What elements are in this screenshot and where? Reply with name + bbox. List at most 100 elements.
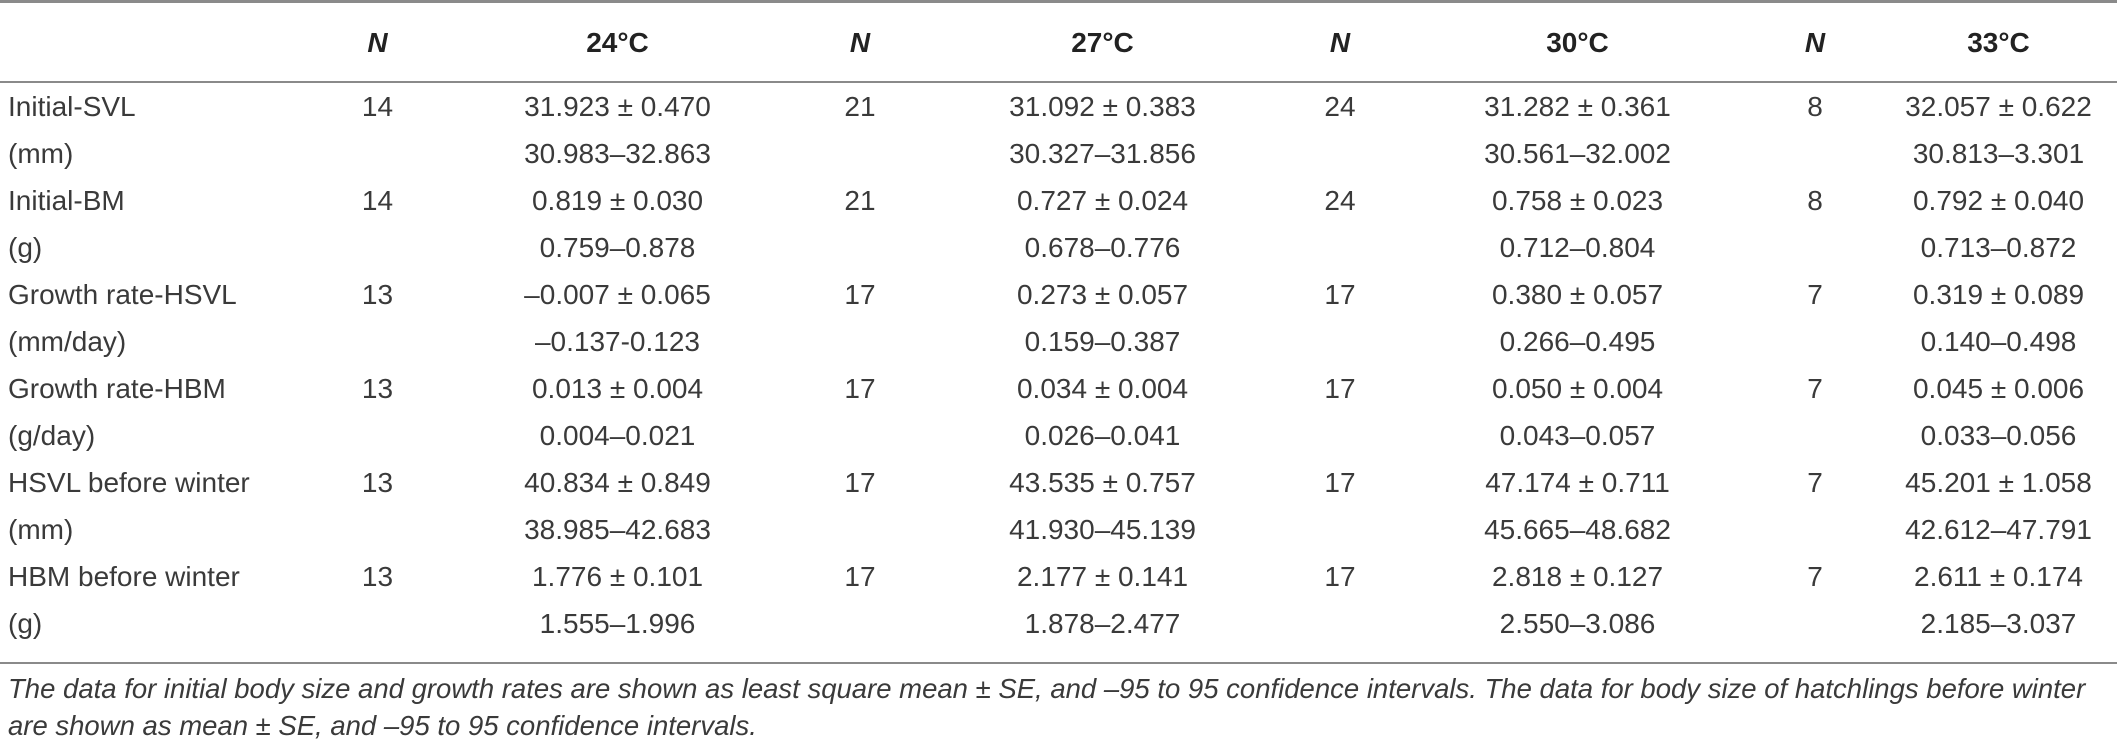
cell-n-24c (310, 130, 445, 177)
table-row: Initial-SVL 14 31.923 ± 0.470 21 31.092 ± 0.… (0, 83, 2117, 130)
cell-n-27c (790, 224, 930, 271)
cell-value-27c: 0.273 ± 0.057 (1016, 278, 1189, 310)
cell-value-30c: 0.043–0.057 (1499, 419, 1656, 451)
results-table: N 24°C N 27°C N 30°C N 33°C Initial-SVL 1… (0, 0, 2117, 647)
table-header-row: N 24°C N 27°C N 30°C N 33°C (0, 0, 2117, 83)
cell-row-label: Growth rate-HBM (8, 372, 226, 404)
cell-n-24c (310, 224, 445, 271)
cell-n-24c: 13 (361, 466, 394, 498)
cell-n-30c (1275, 600, 1405, 647)
cell-value-24c: 0.004–0.021 (539, 419, 696, 451)
cell-n-27c (790, 506, 930, 553)
cell-row-label: Initial-BM (8, 184, 125, 216)
cell-value-27c: 1.878–2.477 (1024, 607, 1181, 639)
cell-n-30c: 17 (1324, 560, 1356, 592)
cell-value-30c: 0.758 ± 0.023 (1491, 184, 1664, 216)
table-body: Initial-SVL 14 31.923 ± 0.470 21 31.092 ± 0.… (0, 83, 2117, 647)
cell-n-27c: 17 (844, 372, 876, 404)
cell-row-label: (mm) (8, 513, 74, 545)
cell-value-24c: 0.819 ± 0.030 (531, 184, 704, 216)
cell-value-33c: 0.713–0.872 (1920, 231, 2077, 263)
cell-value-30c: 0.712–0.804 (1499, 231, 1656, 263)
cell-n-30c (1275, 318, 1405, 365)
header-cell-label (0, 0, 310, 83)
cell-value-24c: 1.776 ± 0.101 (531, 560, 704, 592)
cell-n-30c: 17 (1324, 278, 1356, 310)
cell-n-33c: 8 (1807, 184, 1823, 216)
cell-n-24c (310, 506, 445, 553)
header-cell-n-24: N (367, 26, 388, 58)
cell-n-24c: 13 (361, 278, 394, 310)
cell-n-27c: 21 (844, 90, 876, 122)
cell-row-label: (g) (8, 607, 43, 639)
cell-value-24c: –0.137-0.123 (534, 325, 701, 357)
cell-value-33c: 0.792 ± 0.040 (1912, 184, 2085, 216)
cell-n-30c (1275, 506, 1405, 553)
cell-row-label: HBM before winter (8, 560, 240, 592)
cell-value-27c: 30.327–31.856 (1009, 137, 1196, 169)
table-bottom-rule (0, 662, 2117, 664)
header-cell-n-27: N (849, 26, 871, 58)
header-cell-24c: 24°C (586, 26, 649, 58)
cell-value-24c: 30.983–32.863 (524, 137, 711, 169)
cell-n-30c: 24 (1324, 184, 1356, 216)
cell-value-33c: 2.611 ± 0.174 (1914, 560, 2083, 592)
cell-n-27c: 17 (844, 278, 876, 310)
cell-value-33c: 32.057 ± 0.622 (1905, 90, 2092, 122)
cell-value-30c: 2.818 ± 0.127 (1491, 560, 1664, 592)
table-row: Initial-BM 14 0.819 ± 0.030 21 0.727 ± 0.024… (0, 177, 2117, 224)
cell-value-24c: –0.007 ± 0.065 (524, 278, 711, 310)
table-footnote: The data for initial body size and growt… (8, 673, 2086, 741)
table-top-rule (0, 0, 2117, 3)
cell-n-24c (310, 600, 445, 647)
header-cell-33c: 33°C (1967, 26, 2030, 58)
cell-n-33c: 7 (1807, 278, 1823, 310)
cell-value-33c: 0.319 ± 0.089 (1912, 278, 2085, 310)
cell-n-27c: 21 (844, 184, 876, 216)
table-row: (mm/day) –0.137-0.123 0.159–0.387 0.266–0.4… (0, 318, 2117, 365)
cell-value-30c: 47.174 ± 0.711 (1485, 466, 1670, 498)
cell-value-30c: 45.665–48.682 (1484, 513, 1671, 545)
header-cell-n-33: N (1804, 26, 1826, 58)
cell-n-24c: 14 (361, 90, 394, 122)
cell-value-33c: 0.045 ± 0.006 (1912, 372, 2085, 404)
cell-n-33c: 7 (1807, 560, 1823, 592)
cell-value-30c: 2.550–3.086 (1499, 607, 1656, 639)
cell-value-30c: 0.266–0.495 (1499, 325, 1656, 357)
table-row: (mm) 38.985–42.683 41.930–45.139 45.665–48.… (0, 506, 2117, 553)
cell-value-27c: 0.678–0.776 (1024, 231, 1181, 263)
cell-value-33c: 45.201 ± 1.058 (1905, 466, 2092, 498)
table-row: (g/day) 0.004–0.021 0.026–0.041 0.043–0.057… (0, 412, 2117, 459)
table-row: (g) 1.555–1.996 1.878–2.477 2.550–3.086 2.18… (0, 600, 2117, 647)
cell-n-30c: 24 (1324, 90, 1356, 122)
cell-row-label: Initial-SVL (8, 90, 136, 122)
cell-value-33c: 2.185–3.037 (1920, 607, 2077, 639)
cell-value-24c: 0.013 ± 0.004 (531, 372, 704, 404)
cell-row-label: HSVL before winter (8, 466, 250, 498)
cell-value-24c: 40.834 ± 0.849 (524, 466, 711, 498)
cell-n-27c (790, 412, 930, 459)
cell-value-27c: 31.092 ± 0.383 (1009, 90, 1196, 122)
header-cell-30c: 30°C (1546, 26, 1609, 58)
cell-n-30c (1275, 224, 1405, 271)
cell-value-27c: 0.159–0.387 (1024, 325, 1181, 357)
cell-value-24c: 38.985–42.683 (524, 513, 711, 545)
cell-n-33c (1750, 224, 1880, 271)
cell-value-27c: 41.930–45.139 (1009, 513, 1196, 545)
cell-value-30c: 30.561–32.002 (1484, 137, 1671, 169)
table-row: (g) 0.759–0.878 0.678–0.776 0.712–0.804 0.71… (0, 224, 2117, 271)
cell-n-33c: 7 (1807, 372, 1823, 404)
cell-n-33c: 8 (1807, 90, 1823, 122)
cell-n-24c: 13 (361, 560, 394, 592)
cell-row-label: Growth rate-HSVL (8, 278, 237, 310)
cell-n-24c (310, 412, 445, 459)
cell-n-30c: 17 (1324, 466, 1356, 498)
cell-value-24c: 1.555–1.996 (539, 607, 696, 639)
cell-value-24c: 0.759–0.878 (539, 231, 696, 263)
cell-value-30c: 0.050 ± 0.004 (1491, 372, 1664, 404)
cell-n-33c: 7 (1807, 466, 1823, 498)
cell-n-27c: 17 (844, 466, 876, 498)
cell-n-33c (1750, 600, 1880, 647)
cell-n-24c: 14 (361, 184, 394, 216)
cell-n-30c (1275, 412, 1405, 459)
